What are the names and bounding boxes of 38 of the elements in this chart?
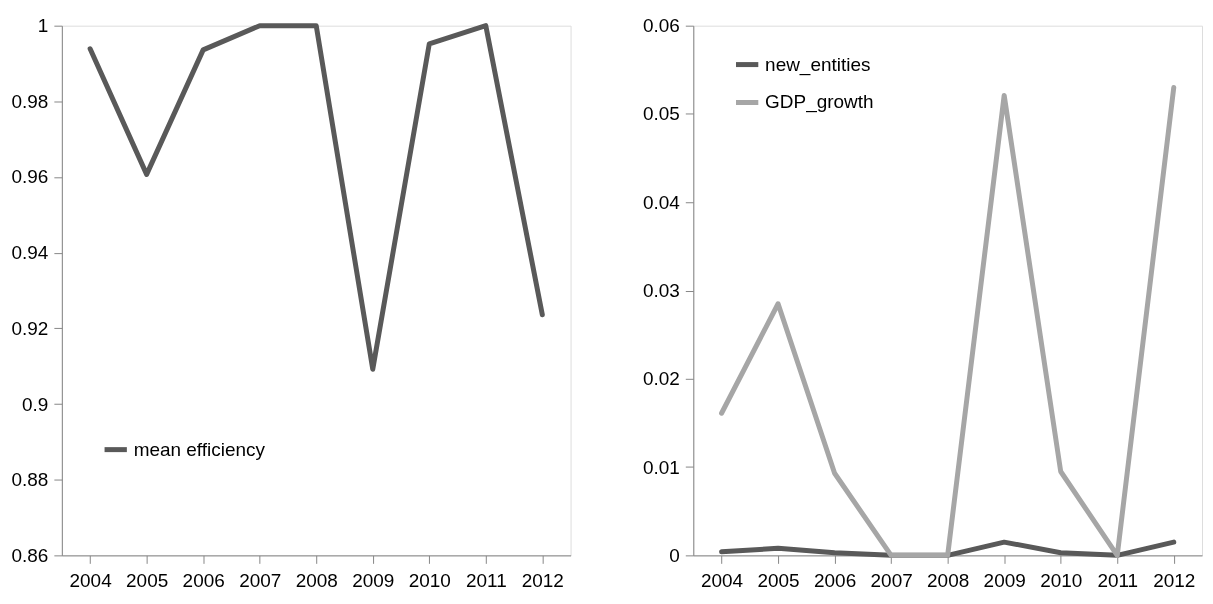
y-tick-label: 0.94 [11,242,49,264]
y-tick-label: 0.98 [11,90,49,112]
x-tick-label: 2007 [239,569,282,591]
legend-label: mean efficiency [133,438,266,460]
y-tick-label: 0.04 [642,191,680,213]
y-tick-label: 0.88 [11,469,49,491]
y-tick-label: 0 [669,544,680,566]
x-tick-label: 2008 [927,569,970,591]
y-tick-label: 0.03 [642,280,680,301]
line-series [719,84,1177,558]
x-tick-label: 2011 [465,569,507,591]
x-tick-label: 2011 [1097,569,1139,591]
x-tick-label: 2009 [352,569,395,591]
x-tick-label: 2004 [69,569,112,591]
x-tick-label: 2009 [983,569,1026,591]
x-tick-label: 2006 [814,569,857,591]
legend-label: GDP_growth [765,91,874,114]
y-tick-label: 0.01 [642,456,680,478]
x-tick-label: 2010 [408,569,451,591]
x-tick-label: 2012 [1153,569,1196,591]
x-tick-label: 2004 [700,569,744,591]
x-tick-label: 2010 [1040,569,1083,591]
y-tick-label: 0.02 [642,368,680,390]
y-tick-label: 0.9 [22,393,49,415]
line-series [87,23,545,372]
y-tick-label: 0.96 [11,166,49,188]
x-tick-label: 2007 [870,569,913,591]
x-tick-label: 2005 [757,569,800,591]
y-tick-label: 0.92 [11,317,49,339]
x-tick-label: 2005 [126,569,169,591]
y-tick-label: 0.06 [642,15,680,37]
x-tick-label: 2006 [182,569,225,591]
y-tick-label: 1 [37,15,49,37]
x-tick-label: 2008 [295,569,338,591]
y-tick-label: 0.05 [642,103,680,125]
y-tick-label: 0.86 [11,544,49,566]
legend-label: new_entities [765,53,871,76]
x-tick-label: 2012 [521,569,564,591]
